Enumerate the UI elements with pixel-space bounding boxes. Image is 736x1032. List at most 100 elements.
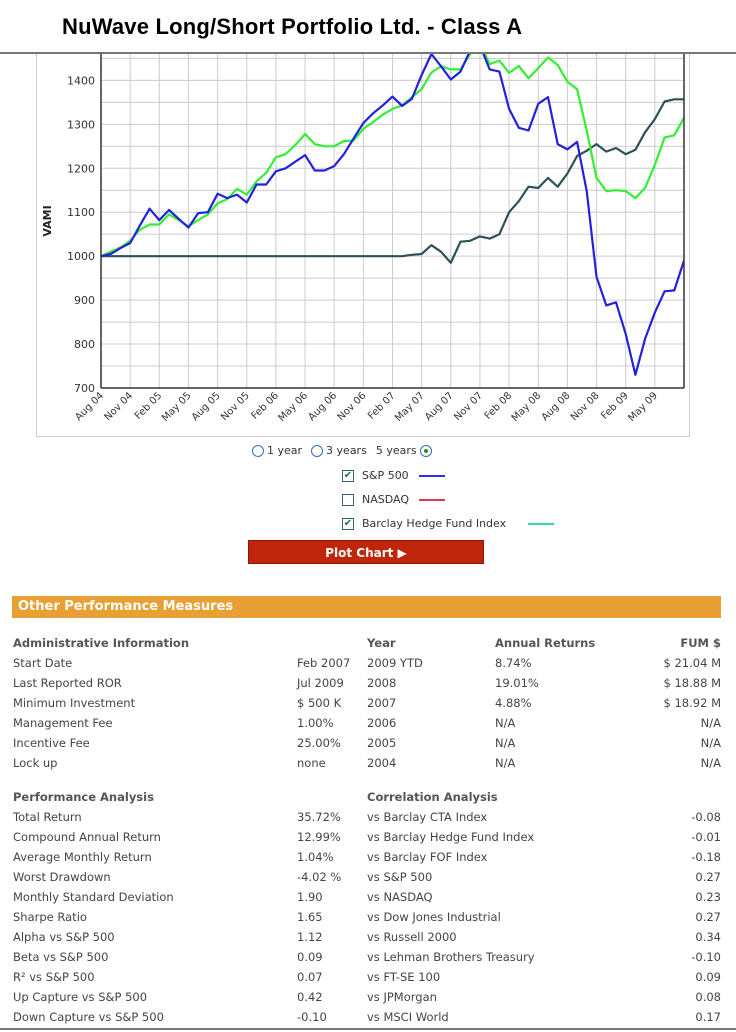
admin-label: Start Date xyxy=(13,656,73,670)
performance-label: Total Return xyxy=(13,810,82,824)
performance-label: Up Capture vs S&P 500 xyxy=(13,990,148,1004)
admin-row: Start Date Feb 2007 xyxy=(13,653,353,673)
correlation-value: 0.23 xyxy=(695,890,721,904)
y-tick-label: 1000 xyxy=(67,250,95,263)
checkbox-barclay[interactable]: ✔ xyxy=(342,517,354,530)
performance-value: 0.09 xyxy=(297,950,323,964)
admin-row: Last Reported ROR Jul 2009 xyxy=(13,673,353,693)
annual-row: 2005 N/A N/A xyxy=(367,733,721,753)
correlation-value: 0.34 xyxy=(695,930,721,944)
admin-row: Management Fee 1.00% xyxy=(13,713,353,733)
plot-chart-button[interactable]: Plot Chart ▶ xyxy=(248,540,484,564)
x-tick-label: Nov 08 xyxy=(569,390,602,423)
range-3-years-label: 3 years xyxy=(326,444,367,457)
x-tick-label: May 07 xyxy=(393,390,427,424)
annual-year: 2004 xyxy=(367,756,397,770)
y-tick-label: 1400 xyxy=(67,74,95,87)
admin-row: Minimum Investment $ 500 K xyxy=(13,693,353,713)
performance-value: 1.12 xyxy=(297,930,323,944)
performance-value: -4.02 % xyxy=(297,870,342,884)
correlation-row: vs JPMorgan 0.08 xyxy=(367,987,721,1007)
annual-return: 8.74% xyxy=(495,656,532,670)
checkbox-nasdaq[interactable] xyxy=(342,493,354,506)
correlation-label: vs S&P 500 xyxy=(367,870,433,884)
correlation-value: 0.09 xyxy=(695,970,721,984)
annual-header-row: Year Annual Returns FUM $ xyxy=(367,633,721,653)
correlation-label: vs Barclay CTA Index xyxy=(367,810,488,824)
correlation-row: vs Barclay FOF Index -0.18 xyxy=(367,847,721,867)
correlation-label: vs Russell 2000 xyxy=(367,930,457,944)
performance-value: -0.10 xyxy=(297,1010,327,1024)
admin-value: Feb 2007 xyxy=(297,656,351,670)
x-tick-label: Aug 06 xyxy=(306,390,339,423)
performance-row: Compound Annual Return 12.99% xyxy=(13,827,353,847)
radio-1-year[interactable] xyxy=(252,444,264,457)
performance-row: Alpha vs S&P 500 1.12 xyxy=(13,927,353,947)
y-axis-label: VAMI xyxy=(41,205,54,236)
annual-return: N/A xyxy=(495,736,516,750)
legend-label-barclay: Barclay Hedge Fund Index xyxy=(362,517,507,530)
performance-row: Total Return 35.72% xyxy=(13,807,353,827)
annual-fum: N/A xyxy=(700,736,721,750)
range-selector: 1 year 3 years 5 years xyxy=(252,444,432,457)
correlation-label: vs NASDAQ xyxy=(367,890,433,904)
legend-item-sp500: ✔ S&P 500 xyxy=(342,469,445,482)
performance-label: Sharpe Ratio xyxy=(13,910,87,924)
performance-row: Beta vs S&P 500 0.09 xyxy=(13,947,353,967)
correlation-label: vs Barclay Hedge Fund Index xyxy=(367,830,535,844)
correlation-value: -0.18 xyxy=(691,850,721,864)
y-tick-label: 900 xyxy=(74,294,95,307)
correlation-value: -0.10 xyxy=(691,950,721,964)
bottom-divider xyxy=(0,1028,736,1030)
performance-row: Sharpe Ratio 1.65 xyxy=(13,907,353,927)
correlation-row: vs MSCI World 0.17 xyxy=(367,1007,721,1027)
annual-return: 4.88% xyxy=(495,696,532,710)
annual-fum: $ 21.04 M xyxy=(663,656,721,670)
section-header-other-performance: Other Performance Measures xyxy=(12,596,721,618)
x-tick-label: Nov 06 xyxy=(336,390,369,423)
correlation-row: vs NASDAQ 0.23 xyxy=(367,887,721,907)
checkbox-sp500[interactable]: ✔ xyxy=(342,469,354,482)
correlation-row: vs Lehman Brothers Treasury -0.10 xyxy=(367,947,721,967)
annual-fum: $ 18.92 M xyxy=(663,696,721,710)
radio-5-years[interactable] xyxy=(419,444,432,457)
admin-value: Jul 2009 xyxy=(297,676,344,690)
annual-year: 2008 xyxy=(367,676,397,690)
annual-returns-table: Year Annual Returns FUM $ 2009 YTD 8.74% $… xyxy=(367,633,721,773)
legend-item-barclay: ✔ Barclay Hedge Fund Index xyxy=(342,517,555,530)
x-tick-label: Nov 05 xyxy=(219,390,252,423)
page-title: NuWave Long/Short Portfolio Ltd. - Class… xyxy=(62,14,523,39)
performance-row: R² vs S&P 500 0.07 xyxy=(13,967,353,987)
annual-row: 2009 YTD 8.74% $ 21.04 M xyxy=(367,653,721,673)
y-tick-label: 800 xyxy=(74,338,95,351)
admin-label: Incentive Fee xyxy=(13,736,90,750)
correlation-row: vs Dow Jones Industrial 0.27 xyxy=(367,907,721,927)
annual-header-year: Year xyxy=(367,636,396,650)
admin-value: $ 500 K xyxy=(297,696,342,710)
annual-year: 2009 YTD xyxy=(367,656,423,670)
performance-label: Beta vs S&P 500 xyxy=(13,950,109,964)
performance-row: Monthly Standard Deviation 1.90 xyxy=(13,887,353,907)
performance-value: 0.07 xyxy=(297,970,323,984)
annual-return: 19.01% xyxy=(495,676,539,690)
legend-label-nasdaq: NASDAQ xyxy=(362,493,410,506)
correlation-table: Correlation Analysis vs Barclay CTA Inde… xyxy=(367,787,721,1027)
series-line-s-p-500 xyxy=(101,54,684,376)
performance-value: 1.04% xyxy=(297,850,334,864)
correlation-label: vs Lehman Brothers Treasury xyxy=(367,950,535,964)
performance-value: 12.99% xyxy=(297,830,341,844)
x-tick-label: Nov 04 xyxy=(102,390,135,423)
performance-value: 1.65 xyxy=(297,910,323,924)
annual-fum: N/A xyxy=(700,756,721,770)
series-line-barclay-hedge-fund-index xyxy=(101,54,684,258)
annual-row: 2006 N/A N/A xyxy=(367,713,721,733)
x-tick-label: Aug 05 xyxy=(190,390,223,423)
radio-3-years[interactable] xyxy=(311,444,324,457)
correlation-label: vs FT-SE 100 xyxy=(367,970,441,984)
correlation-value: 0.27 xyxy=(695,870,721,884)
admin-label: Minimum Investment xyxy=(13,696,136,710)
x-tick-label: Nov 07 xyxy=(452,390,485,423)
y-tick-label: 1200 xyxy=(67,162,95,175)
range-1-year-label: 1 year xyxy=(267,444,303,457)
